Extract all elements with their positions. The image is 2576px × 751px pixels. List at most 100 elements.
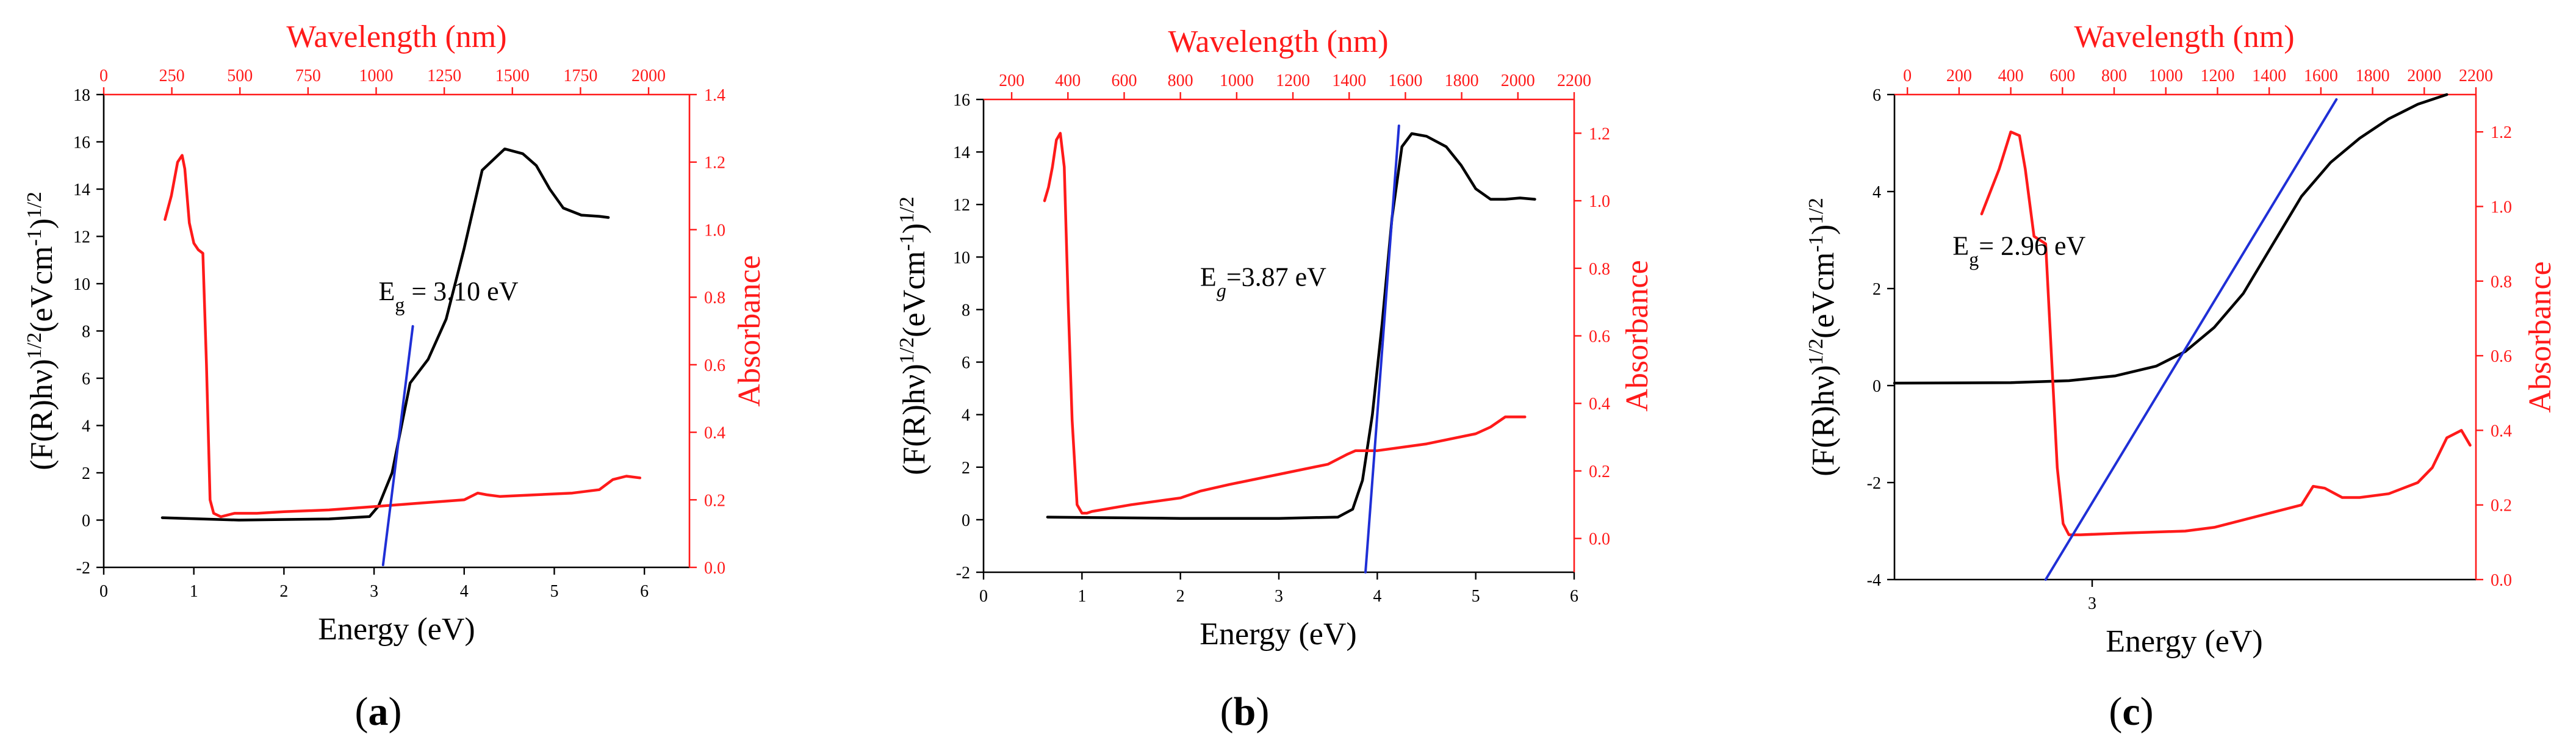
top-tick-label: 2000: [1501, 71, 1535, 90]
annotation-main: E: [1952, 231, 1969, 261]
left-axis-title-part: (F(R)hν): [24, 359, 59, 470]
y-left-tick-label: 6: [962, 354, 970, 373]
x-tick-label: 1: [1078, 587, 1086, 606]
left-axis-title-part: (eVcm: [24, 246, 59, 332]
panel-label-a: (a): [355, 689, 402, 734]
y-right-tick-label: 1.4: [704, 86, 725, 105]
series-tauc-plot: [1893, 93, 2448, 385]
panel-c: 30 200 400 600 800 1000 1200 1400 1600 1800 2000 22…: [1805, 20, 2558, 659]
top-tick-label: 600: [2049, 66, 2075, 85]
y-left-tick-label: 6: [1873, 86, 1881, 105]
right-axis-title: Absorbance: [1620, 260, 1655, 411]
y-right-tick-label: 0.8: [1589, 260, 1610, 279]
top-tick-label: 200: [1946, 66, 1972, 85]
y-right-tick-label: 0.4: [1589, 395, 1610, 414]
left-axis-title-part: 1/2: [1805, 339, 1827, 365]
x-tick-label: 5: [550, 582, 558, 601]
series-linear-fit: [381, 325, 414, 567]
top-tick-label: 1800: [2356, 66, 2390, 85]
top-tick-label: 1200: [2200, 66, 2234, 85]
left-axis-title-part: 1/2: [23, 332, 46, 359]
y-right-tick-label: 0.0: [2491, 571, 2512, 590]
top-tick-label: 2000: [631, 66, 666, 85]
y-left-tick-label: -4: [1867, 571, 1881, 590]
y-left-tick-label: 16: [953, 91, 970, 110]
top-tick-label: 1000: [359, 66, 394, 85]
x-tick-label: 6: [1570, 587, 1578, 606]
x-axis-title: Energy (eV): [318, 612, 475, 647]
y-right-tick-label: 1.0: [704, 221, 725, 240]
y-right-tick-label: 1.2: [2491, 123, 2512, 142]
y-left-tick-label: 0: [1873, 377, 1881, 396]
series-tauc-plot: [1046, 132, 1536, 520]
y-right-tick-label: 1.2: [1589, 124, 1610, 143]
y-left-tick-label: 16: [73, 134, 90, 153]
band-gap-annotation: Eg=3.87 eV: [1200, 262, 1326, 301]
series-tauc-plot: [160, 147, 610, 522]
left-axis-title-part: (F(R)hν): [897, 364, 932, 475]
y-right-tick-label: 0.6: [704, 356, 725, 375]
top-tick-label: 250: [159, 66, 185, 85]
top-axis-title: Wavelength (nm): [286, 20, 506, 54]
annotation-sub: g: [1217, 279, 1226, 301]
y-left-tick-label: 12: [73, 228, 90, 247]
y-left-tick-label: 14: [73, 181, 90, 199]
y-left-tick-label: 0: [962, 511, 970, 530]
right-axis-title: Absorbance: [2523, 261, 2558, 412]
left-axis-title: (F(R)hν)1/2(eVcm-1)1/2: [1805, 198, 1841, 476]
top-axis-title: Wavelength (nm): [2074, 20, 2294, 54]
top-tick-label: 2200: [1557, 71, 1591, 90]
y-left-tick-label: 4: [82, 417, 90, 436]
left-axis-title-part: 1/2: [896, 196, 918, 223]
y-left-tick-label: 2: [962, 459, 970, 478]
right-axis-title: Absorbance: [732, 255, 767, 406]
top-tick-label: 800: [2101, 66, 2127, 85]
y-right-tick-label: 1.2: [704, 154, 725, 173]
x-tick-label: 0: [979, 587, 988, 606]
x-tick-label: 2: [279, 582, 288, 601]
top-tick-label: 0: [99, 66, 108, 85]
top-tick-label: 750: [295, 66, 321, 85]
x-tick-label: 5: [1472, 587, 1480, 606]
y-right-tick-label: 0.4: [2491, 422, 2512, 440]
y-right-tick-label: 0.8: [704, 289, 725, 307]
y-left-tick-label: 10: [73, 275, 90, 294]
top-tick-label: 1250: [427, 66, 461, 85]
series-absorbance: [164, 154, 642, 519]
left-axis-title-part: 1/2: [23, 192, 46, 218]
y-left-tick-label: 2: [1873, 280, 1881, 299]
left-axis-title: (F(R)hν)1/2(eVcm-1)1/2: [896, 196, 932, 475]
y-left-tick-label: 12: [953, 196, 970, 215]
x-tick-label: 2: [1176, 587, 1185, 606]
left-axis-title-part: -1: [896, 234, 918, 251]
panel-a: 0 1 2 3 4 5 60 250 500 750 1000 1250 1500 1750 2000-20…: [23, 20, 768, 647]
top-tick-label: 2200: [2459, 66, 2493, 85]
top-tick-label: 1600: [1388, 71, 1422, 90]
x-axis-title: Energy (eV): [1200, 617, 1357, 652]
left-axis-title-part: (eVcm: [897, 251, 932, 337]
top-tick-label: 800: [1168, 71, 1193, 90]
top-tick-label: 200: [999, 71, 1024, 90]
band-gap-annotation: Eg = 3.10 eV: [378, 276, 518, 315]
series-linear-fit: [2044, 98, 2338, 581]
series-absorbance: [1043, 132, 1527, 515]
top-tick-label: 1200: [1276, 71, 1310, 90]
left-axis-title-part: (eVcm: [1806, 252, 1841, 338]
annotation-main: E: [1200, 262, 1217, 292]
series-absorbance: [1980, 130, 2472, 536]
top-tick-label: 500: [227, 66, 253, 85]
top-tick-label: 1000: [1220, 71, 1254, 90]
y-left-tick-label: -2: [76, 559, 90, 578]
x-axis-title: Energy (eV): [2106, 624, 2263, 659]
x-tick-label: 6: [640, 582, 649, 601]
y-right-tick-label: 0.2: [1589, 462, 1610, 481]
left-axis-title-part: -1: [23, 229, 46, 246]
x-tick-label: 3: [2088, 594, 2096, 613]
x-tick-label: 3: [370, 582, 378, 601]
top-tick-label: 400: [1998, 66, 2024, 85]
annotation-sub: g: [1969, 248, 1979, 270]
series-linear-fit: [1364, 124, 1400, 573]
y-left-tick-label: 14: [953, 143, 970, 162]
x-tick-label: 3: [1275, 587, 1283, 606]
